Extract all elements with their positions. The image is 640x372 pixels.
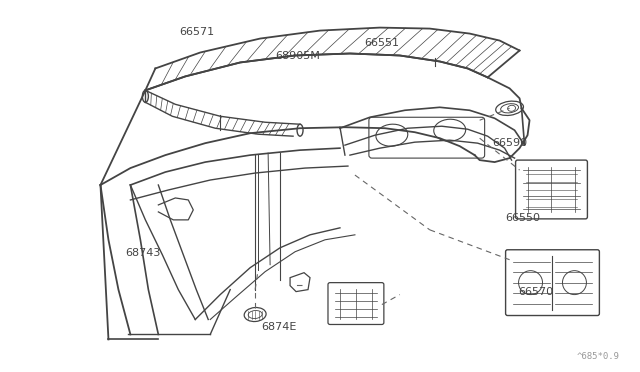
Text: 66570: 66570 [518,286,553,296]
Text: 66590: 66590 [492,138,527,148]
Text: 66550: 66550 [505,213,540,223]
Text: 6874E: 6874E [261,323,296,333]
Text: 68743: 68743 [125,248,161,258]
Text: 66551: 66551 [365,38,400,48]
Text: ^685*0.9: ^685*0.9 [577,352,620,361]
Text: 68905M: 68905M [275,51,320,61]
Text: 66571: 66571 [179,27,214,37]
